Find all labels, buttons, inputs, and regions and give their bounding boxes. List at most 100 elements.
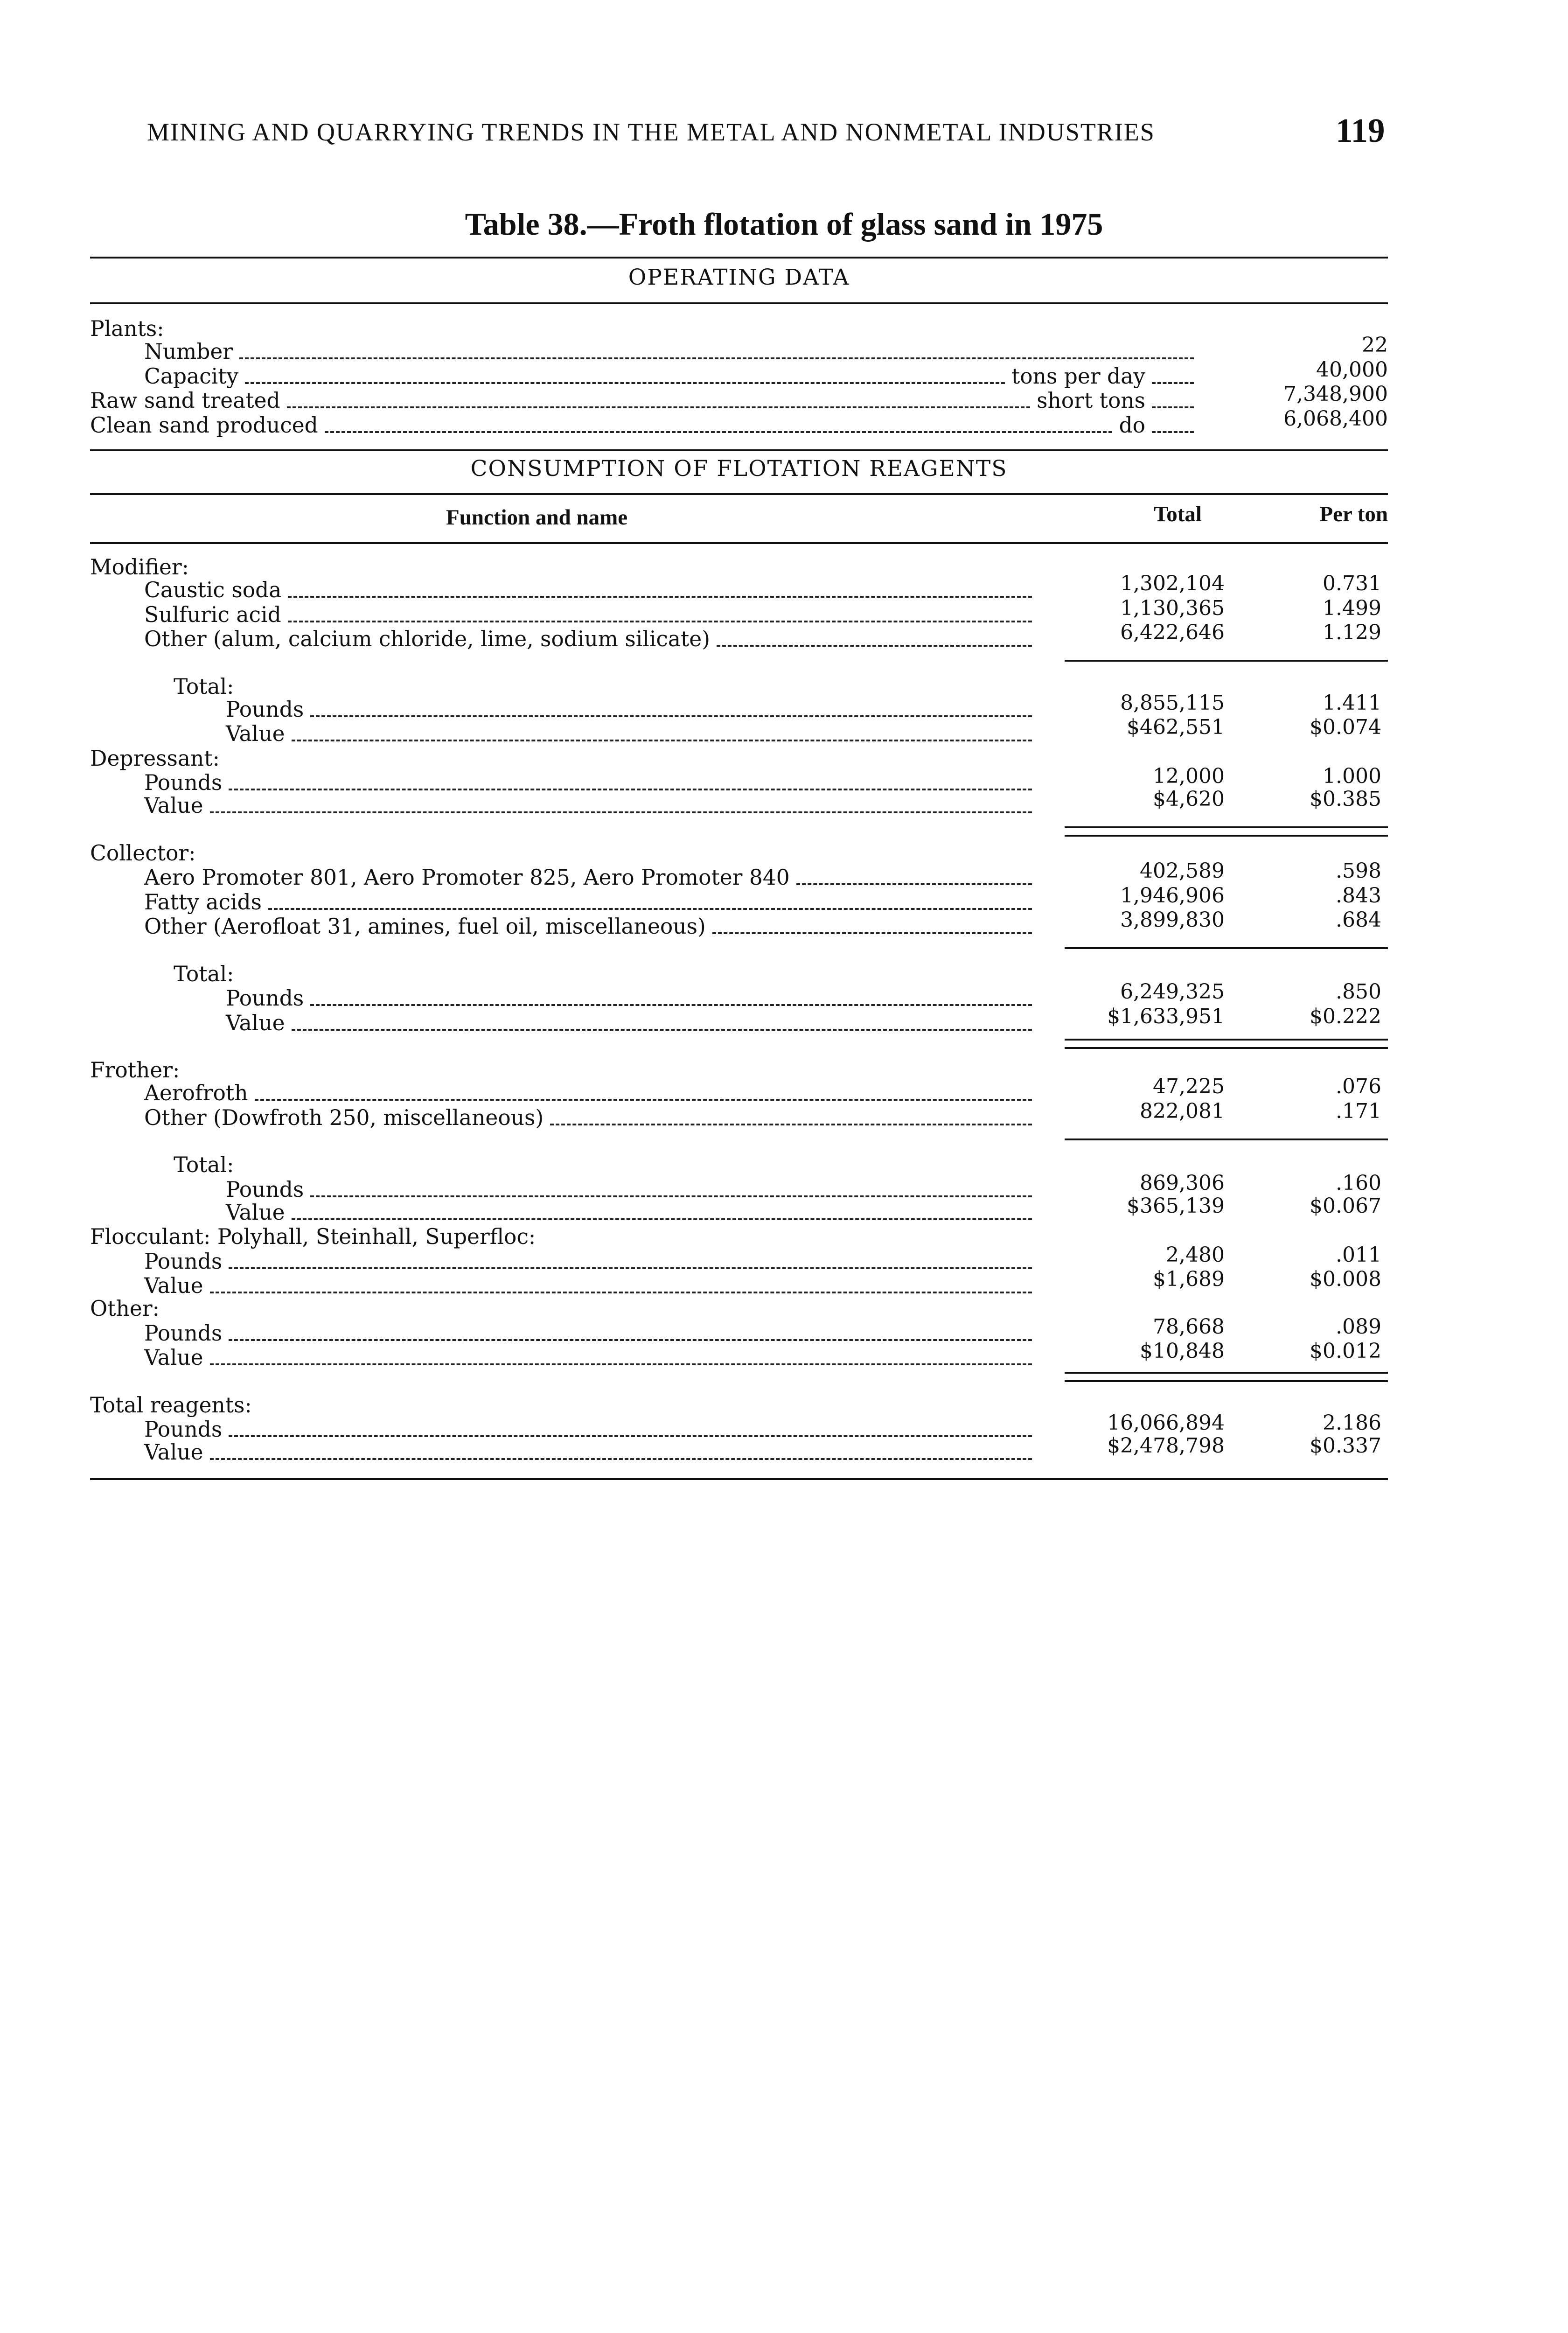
row-label: Fatty acids (144, 890, 262, 915)
row-label: Value (144, 1345, 203, 1370)
row-label: Pounds (144, 1417, 223, 1442)
row-unit: short tons (1037, 388, 1145, 413)
document-page: MINING AND QUARRYING TRENDS IN THE METAL… (90, 112, 1388, 1480)
total-value: $365,139 (1127, 1194, 1225, 1218)
row-value: 7,348,900 (1283, 382, 1388, 406)
total-value: 869,306 (1140, 1171, 1225, 1195)
row-label: Other (alum, calcium chloride, lime, sod… (144, 627, 710, 651)
row-label: Pounds (226, 697, 304, 722)
total-value: 6,422,646 (1120, 621, 1225, 644)
row-label: Modifier: (90, 555, 189, 580)
reagent-row: Total reagents: (90, 1393, 1038, 1418)
dot-leader (239, 357, 1194, 359)
row-label: Pounds (226, 986, 304, 1011)
total-value: 16,066,894 (1107, 1411, 1225, 1435)
per-ton-value: 1.000 (1323, 764, 1381, 788)
operating-data-heading: OPERATING DATA (628, 265, 850, 290)
dot-leader (1152, 382, 1194, 384)
rule (1065, 947, 1388, 949)
reagent-row: Value (226, 1201, 1038, 1225)
dot-leader (310, 1004, 1032, 1006)
row-label: Clean sand produced (90, 413, 318, 438)
total-value: 1,302,104 (1120, 572, 1225, 595)
row-label: Number (144, 339, 233, 364)
row-label: Plants: (90, 316, 164, 341)
per-ton-value: .850 (1336, 980, 1381, 1004)
rule (1065, 660, 1388, 662)
dot-leader (712, 932, 1032, 934)
per-ton-value: .089 (1336, 1315, 1381, 1339)
rule (90, 449, 1388, 451)
reagent-row: Collector: (90, 841, 1038, 866)
row-label: Aero Promoter 801, Aero Promoter 825, Ae… (144, 865, 790, 890)
total-value: 3,899,830 (1120, 908, 1225, 932)
row-label: Flocculant: Polyhall, Steinhall, Superfl… (90, 1224, 536, 1249)
row-label: Other (Dowfroth 250, miscellaneous) (144, 1105, 544, 1130)
row-label: Value (226, 1011, 285, 1035)
rule (1065, 1380, 1388, 1382)
total-value: $2,478,798 (1107, 1434, 1225, 1458)
reagent-row: Total: (174, 1153, 1038, 1177)
total-value: $4,620 (1153, 787, 1225, 811)
operating-data-row: Plants: (90, 317, 1200, 341)
rule (90, 1478, 1388, 1480)
dot-leader (254, 1099, 1032, 1101)
reagent-row: Total: (174, 962, 1038, 986)
row-label: Caustic soda (144, 578, 282, 602)
per-ton-value: .011 (1336, 1243, 1381, 1267)
reagent-row: Value (226, 1011, 1038, 1035)
reagent-row: Total: (174, 675, 1038, 699)
dot-leader (324, 431, 1113, 433)
rule (1065, 1372, 1388, 1374)
column-header-total: Total (1154, 502, 1202, 526)
row-label: Pounds (144, 1321, 223, 1346)
row-label: Total reagents: (90, 1393, 252, 1418)
total-value: 12,000 (1153, 764, 1225, 788)
dot-leader (310, 1195, 1032, 1197)
reagent-row: Other (Dowfroth 250, miscellaneous) (144, 1106, 1038, 1130)
reagent-row: Pounds (226, 986, 1038, 1011)
reagent-row: Other: (90, 1297, 1038, 1321)
per-ton-value: .160 (1336, 1171, 1381, 1195)
total-value: 47,225 (1153, 1075, 1225, 1098)
reagent-row: Caustic soda (144, 578, 1038, 602)
reagent-row: Pounds (144, 1321, 1038, 1346)
row-label: Value (144, 1440, 203, 1465)
row-value: 6,068,400 (1283, 407, 1388, 431)
reagent-row: Frother: (90, 1058, 1038, 1083)
row-label: Capacity (144, 364, 239, 389)
reagent-row: Pounds (144, 771, 1038, 795)
dot-leader (286, 406, 1031, 408)
row-label: Other: (90, 1296, 160, 1321)
dot-leader (245, 382, 1005, 384)
reagent-row: Pounds (226, 698, 1038, 722)
row-label: Raw sand treated (90, 388, 280, 413)
rule (1065, 1039, 1388, 1041)
total-value: $10,848 (1140, 1339, 1225, 1363)
reagent-row: Value (144, 1274, 1038, 1298)
row-label: Depressant: (90, 746, 220, 771)
reagent-row: Other (Aerofloat 31, amines, fuel oil, m… (144, 915, 1038, 939)
rule (90, 257, 1388, 258)
reagent-row: Value (226, 722, 1038, 746)
reagent-row: Pounds (144, 1250, 1038, 1274)
per-ton-value: 1.499 (1323, 596, 1381, 620)
dot-leader (716, 645, 1032, 647)
reagent-row: Pounds (226, 1178, 1038, 1202)
row-label: Total: (174, 1153, 234, 1177)
per-ton-value: .171 (1336, 1099, 1381, 1123)
rule (1065, 835, 1388, 837)
dot-leader (310, 715, 1032, 717)
row-value: 40,000 (1316, 358, 1388, 382)
dot-leader (268, 908, 1032, 910)
total-value: 1,946,906 (1120, 884, 1225, 908)
rule (1065, 826, 1388, 828)
reagent-row: Flocculant: Polyhall, Steinhall, Superfl… (90, 1225, 1038, 1249)
dot-leader (229, 789, 1032, 790)
rule (90, 542, 1388, 544)
dot-leader (209, 1458, 1032, 1460)
row-unit: do (1119, 413, 1145, 438)
total-value: 6,249,325 (1120, 980, 1225, 1004)
row-label: Other (Aerofloat 31, amines, fuel oil, m… (144, 914, 706, 939)
dot-leader (209, 1363, 1032, 1365)
